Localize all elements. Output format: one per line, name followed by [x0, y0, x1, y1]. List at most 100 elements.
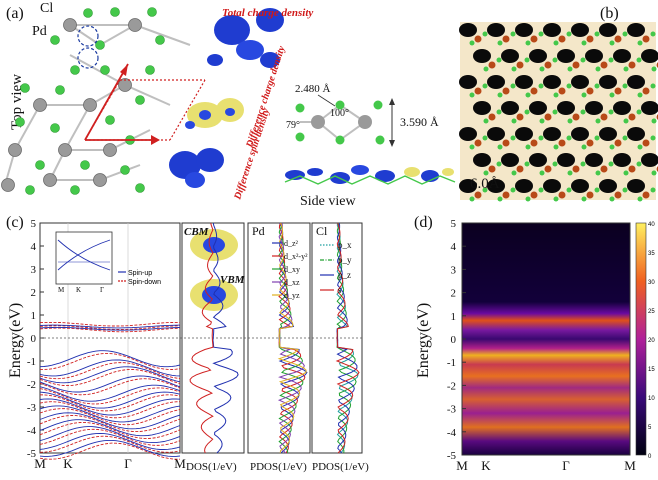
cl-legend: p_x p_y p_zs	[320, 240, 352, 295]
scale-label: 6.0Å	[470, 176, 500, 192]
pd-atom	[33, 98, 47, 112]
bond-length-label: 2.480 Å	[295, 83, 331, 95]
stm-bright-spot	[558, 35, 566, 43]
stm-dark-spot	[501, 101, 519, 115]
pd-atom	[93, 173, 107, 187]
inset-band	[57, 239, 111, 271]
stm-dark-spot	[641, 49, 658, 63]
stm-cl-atom	[552, 109, 558, 115]
band-line	[39, 426, 181, 444]
band-line	[39, 398, 181, 416]
stm-cl-atom	[636, 57, 642, 63]
inset-k-K: K	[76, 286, 81, 294]
dos-x-label: DOS(1/eV)	[186, 461, 237, 473]
pd-atom	[118, 78, 132, 92]
stm-cl-atom	[510, 31, 516, 37]
stm-dark-spot	[487, 75, 505, 89]
stm-cl-atom	[483, 170, 489, 176]
band-line	[39, 350, 181, 368]
stm-cl-atom	[496, 161, 502, 167]
stm-cl-atom	[525, 144, 531, 150]
stm-cl-atom	[510, 135, 516, 141]
c-y-tick-label: -1	[27, 356, 36, 368]
d-y-tick-label: 1	[451, 311, 457, 323]
colorbar-tick-label: 40	[648, 222, 655, 228]
cl-legend-entry: p_y	[338, 255, 352, 265]
stm-dark-spot	[627, 179, 645, 193]
stm-cl-atom	[525, 196, 531, 202]
d-k-point-label: K	[481, 458, 491, 473]
cl-atom	[135, 95, 145, 105]
legend-spin-down: Spin-down	[128, 279, 161, 286]
stm-dark-spot	[571, 127, 589, 141]
band-line	[39, 369, 181, 387]
stm-cl-atom	[650, 83, 656, 89]
stm-dark-spot	[473, 153, 491, 167]
stm-cl-atom	[637, 92, 643, 98]
stm-pattern	[459, 23, 658, 202]
stm-dark-spot	[543, 127, 561, 141]
pd-legend-entry: d_z²	[284, 239, 299, 248]
stm-dark-spot	[613, 101, 631, 115]
colorbar-tick-label: 15	[648, 367, 655, 373]
colorbar-tick-label: 30	[648, 280, 655, 286]
stm-bright-spot	[488, 113, 496, 121]
c-y-ticks: 5 4 3 2 1 0 -1 -2 -3 -4 -5	[27, 218, 44, 460]
stm-cl-atom	[553, 40, 559, 46]
stm-dark-spot	[627, 75, 645, 89]
pdos1-x-label: PDOS(1/eV)	[250, 461, 307, 473]
c-k-point-label: K	[63, 456, 73, 471]
stm-bright-spot	[614, 35, 622, 43]
dos-curve	[277, 222, 307, 454]
stm-bright-spot	[614, 139, 622, 147]
stm-cl-atom	[553, 196, 559, 202]
total-charge-label: Total charge density	[222, 7, 313, 19]
stm-dark-spot	[571, 75, 589, 89]
stm-cl-atom	[553, 144, 559, 150]
band-line	[39, 387, 181, 405]
thickness-label: 3.590 Å	[400, 115, 439, 129]
band-line	[39, 391, 181, 409]
colorbar-tick-label: 10	[648, 396, 655, 402]
stm-bright-spot	[572, 113, 580, 121]
arrow-head-icon	[151, 135, 160, 145]
stm-cl-atom	[595, 118, 601, 124]
cl-atom	[155, 35, 165, 45]
stm-bright-spot	[600, 165, 608, 173]
stm-cl-atom	[539, 118, 545, 124]
stm-bright-spot	[642, 139, 650, 147]
c-k-point-label: M	[34, 456, 46, 471]
stm-bright-spot	[474, 191, 482, 199]
stm-bright-spot	[586, 35, 594, 43]
stm-cl-atom	[496, 57, 502, 63]
panel-d-label: (d)	[414, 214, 433, 231]
stm-cl-atom	[608, 57, 614, 63]
arrow-up-icon	[389, 98, 395, 105]
vbm-label: VBM	[220, 274, 246, 286]
stm-dark-spot	[613, 49, 631, 63]
stm-bright-spot	[628, 113, 636, 121]
band-line	[39, 419, 181, 437]
stm-cl-atom	[567, 170, 573, 176]
angle-2-label: 100°	[330, 108, 349, 119]
angle-1-label: 79°	[286, 120, 300, 131]
stm-cl-atom	[609, 92, 615, 98]
stm-dark-spot	[515, 127, 533, 141]
stm-dark-spot	[585, 101, 603, 115]
inset-band	[57, 239, 111, 271]
cl-atom	[15, 117, 25, 127]
dos-curve	[189, 222, 214, 454]
d-y-tick-label: -4	[447, 427, 457, 439]
stm-cl-atom	[482, 135, 488, 141]
panel-b-label: (b)	[600, 5, 619, 22]
stm-dark-spot	[515, 75, 533, 89]
difference-spin-isosurface	[169, 148, 224, 188]
c-y-tick-label: -4	[27, 425, 37, 437]
cl-atom	[105, 115, 115, 125]
stm-bright-spot	[474, 87, 482, 95]
band-line	[39, 384, 181, 402]
pd-legend-entry: d_xz	[284, 278, 300, 287]
colorbar-tick-label: 25	[648, 309, 655, 315]
